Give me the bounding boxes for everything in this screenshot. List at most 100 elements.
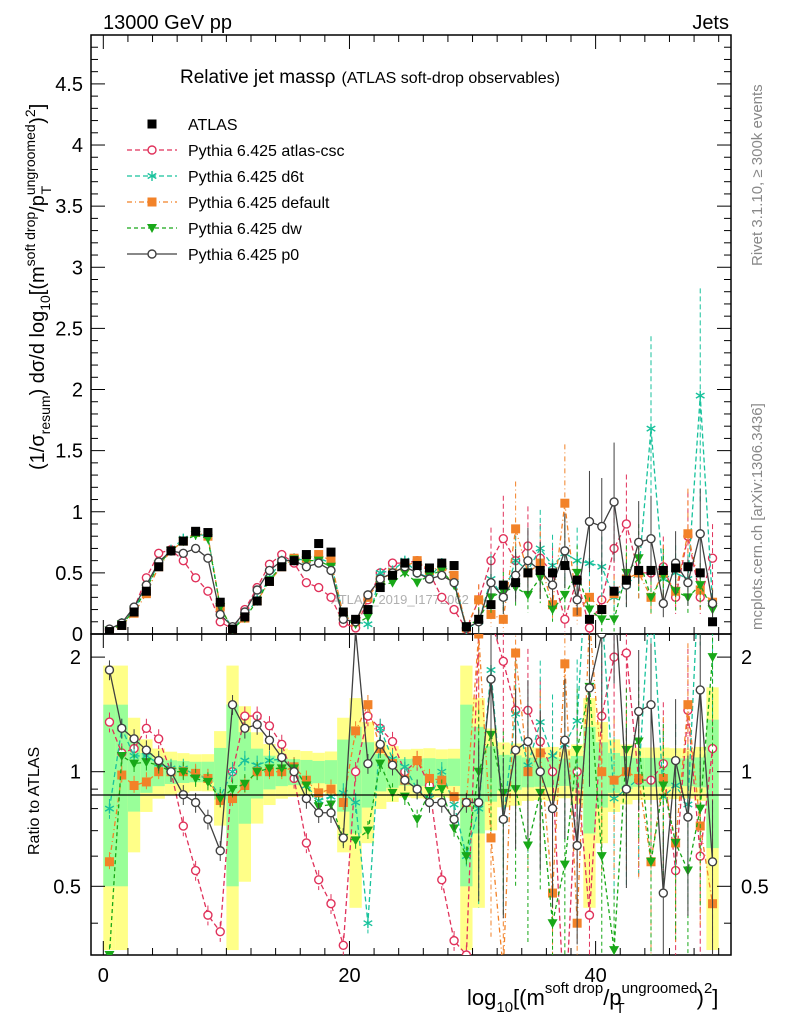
- ratio-point-pythia-6-425-default: [314, 788, 324, 798]
- legend-marker: [147, 224, 157, 233]
- point-pythia-6-425-default: [683, 529, 693, 539]
- ratio-y-tick-label-right: 0.5: [741, 876, 769, 898]
- point-pythia-6-425-default: [511, 524, 521, 534]
- ratio-point-pythia-6-425-p0: [670, 755, 681, 766]
- legend-label: Pythia 6.425 default: [188, 195, 330, 212]
- point-atlas: [572, 575, 582, 585]
- point-pythia-6-425-p0: [437, 570, 447, 581]
- ratio-point-pythia-6-425-p0: [166, 767, 176, 777]
- star-stroke: [363, 621, 373, 628]
- line-pythia-6-425-dw: [109, 534, 714, 631]
- point-atlas: [424, 563, 434, 573]
- ratio-point-pythia-6-425-atlas-csc: [350, 767, 361, 777]
- rivet-version-label: Rivet 3.1.10, ≥ 300k events: [749, 84, 766, 266]
- point-atlas: [375, 583, 385, 593]
- ratio-point-pythia-6-425-dw: [129, 759, 140, 769]
- ratio-point-pythia-6-425-p0: [646, 699, 656, 710]
- ratio-point-pythia-6-425-default: [424, 773, 434, 783]
- ratio-point-pythia-6-425-p0: [572, 840, 582, 851]
- point-atlas: [695, 568, 705, 578]
- point-pythia-6-425-p0: [572, 595, 582, 605]
- ratio-point-pythia-6-425-default: [449, 792, 459, 802]
- ratio-point-pythia-6-425-default: [129, 780, 139, 790]
- star-stroke: [695, 392, 705, 399]
- point-atlas: [634, 565, 644, 575]
- ratio-series-layer: [104, 634, 718, 1024]
- point-atlas: [363, 605, 373, 615]
- point-atlas: [511, 578, 521, 588]
- ratio-y-tick-label: 1: [70, 762, 81, 784]
- ratio-point-pythia-6-425-default: [363, 700, 373, 710]
- point-pythia-6-425-p0: [412, 568, 422, 578]
- legend-marker: [147, 171, 157, 181]
- point-pythia-6-425-p0: [584, 516, 595, 527]
- ratio-y-axis-title: Ratio to ATLAS: [26, 747, 43, 855]
- ratio-point-pythia-6-425-dw: [104, 951, 115, 955]
- ratio-point-pythia-6-425-dw: [412, 815, 423, 825]
- ratio-point-pythia-6-425-p0: [215, 846, 225, 856]
- ratio-point-pythia-6-425-atlas-csc: [561, 1018, 569, 1024]
- ratio-point-pythia-6-425-default: [609, 775, 619, 785]
- point-pythia-6-425-dw: [547, 605, 558, 615]
- ratio-point-pythia-6-425-default: [597, 767, 607, 777]
- point-atlas: [486, 600, 496, 610]
- legend-label: ATLAS: [188, 117, 238, 134]
- ratio-point-pythia-6-425-p0: [597, 634, 607, 639]
- ratio-point-pythia-6-425-p0: [473, 797, 484, 808]
- ratio-point-pythia-6-425-d6t: [400, 761, 410, 772]
- ratio-point-pythia-6-425-atlas-csc: [461, 950, 472, 955]
- point-pythia-6-425-p0: [560, 546, 570, 556]
- point-pythia-6-425-p0: [264, 565, 275, 576]
- ratio-point-pythia-6-425-p0: [707, 857, 718, 867]
- point-pythia-6-425-p0: [215, 609, 225, 620]
- point-pythia-6-425-dw: [362, 612, 373, 622]
- ratio-point-pythia-6-425-d6t: [240, 755, 250, 766]
- point-pythia-6-425-atlas-csc: [190, 573, 201, 583]
- point-pythia-6-425-dw: [387, 578, 398, 588]
- point-pythia-6-425-default: [314, 550, 324, 560]
- point-atlas: [215, 597, 225, 607]
- point-pythia-6-425-atlas-csc: [621, 519, 632, 529]
- ratio-point-pythia-6-425-dw: [362, 826, 373, 836]
- ratio-point-pythia-6-425-p0: [437, 797, 447, 808]
- point-atlas: [621, 575, 631, 585]
- ratio-point-pythia-6-425-p0: [424, 797, 435, 808]
- ratio-point-pythia-6-425-d6t: [227, 766, 238, 777]
- ratio-point-pythia-6-425-atlas-csc: [153, 734, 164, 744]
- point-atlas: [326, 547, 336, 557]
- ratio-point-pythia-6-425-dw: [596, 852, 607, 862]
- point-pythia-6-425-p0: [658, 598, 669, 609]
- point-pythia-6-425-p0: [326, 565, 336, 576]
- point-pythia-6-425-p0: [375, 574, 385, 584]
- point-atlas: [388, 570, 398, 580]
- legend-marker: [147, 145, 157, 155]
- point-atlas: [289, 556, 299, 566]
- point-pythia-6-425-default: [449, 570, 459, 580]
- point-atlas: [117, 620, 127, 630]
- point-pythia-6-425-dw: [399, 568, 410, 578]
- point-pythia-6-425-atlas-csc: [560, 614, 570, 625]
- ratio-point-pythia-6-425-p0: [498, 814, 509, 824]
- point-pythia-6-425-atlas-csc: [584, 623, 595, 633]
- star-stroke: [227, 768, 238, 775]
- point-atlas: [523, 568, 533, 578]
- point-atlas: [683, 562, 693, 572]
- ratio-point-pythia-6-425-p0: [449, 814, 459, 824]
- ratio-point-pythia-6-425-atlas-csc: [301, 838, 312, 848]
- ratio-point-pythia-6-425-p0: [313, 808, 324, 818]
- ratio-point-pythia-6-425-p0: [277, 752, 287, 763]
- ratio-point-pythia-6-425-dw: [424, 786, 435, 796]
- ratio-point-pythia-6-425-p0: [633, 706, 644, 717]
- point-pythia-6-425-atlas-csc: [437, 592, 447, 603]
- point-pythia-6-425-atlas-csc: [153, 548, 164, 559]
- y-tick-label: 4: [72, 135, 83, 157]
- star-stroke: [104, 805, 115, 812]
- ratio-point-pythia-6-425-atlas-csc: [104, 717, 115, 727]
- ratio-point-pythia-6-425-p0: [584, 683, 595, 693]
- point-atlas: [671, 563, 681, 573]
- ratio-point-pythia-6-425-p0: [387, 760, 398, 770]
- ratio-y-tick-label: 0.5: [53, 876, 81, 898]
- legend-marker: [147, 119, 157, 129]
- ratio-point-pythia-6-425-p0: [203, 814, 213, 824]
- point-atlas: [240, 612, 250, 622]
